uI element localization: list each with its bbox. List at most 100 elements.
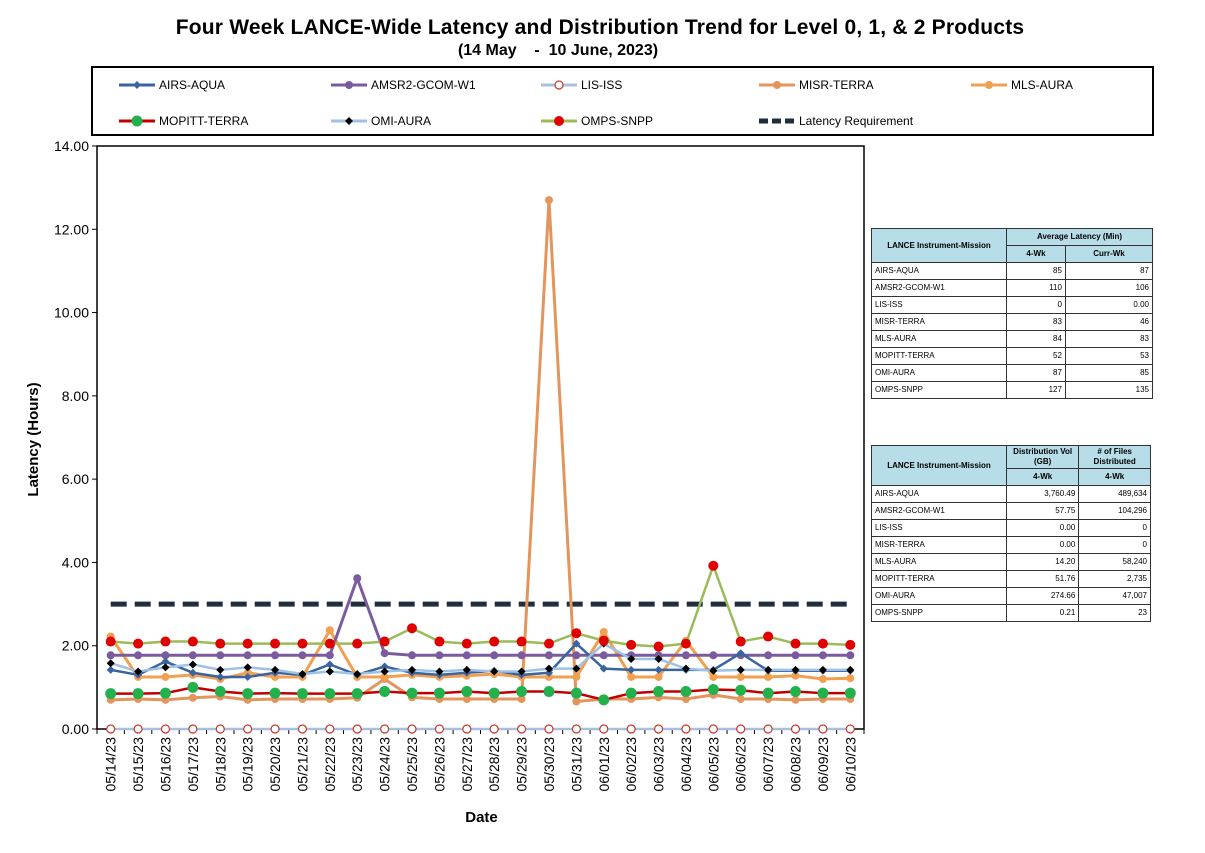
data-point: [736, 665, 745, 674]
latency-table-cell-wk4: 84: [1006, 330, 1066, 348]
dist-table-cell-mission: MLS-AURA: [871, 553, 1007, 571]
latency-table-row: AIRS-AQUA 85 87: [871, 262, 1154, 280]
data-point: [243, 668, 252, 677]
y-tick-label: 10.00: [54, 305, 89, 321]
data-point: [653, 641, 664, 652]
y-tick-label: 0.00: [62, 721, 89, 737]
data-point: [681, 664, 690, 673]
data-point: [763, 724, 773, 734]
latency-table-cell-curr: 135: [1064, 381, 1154, 399]
x-tick-label: 06/04/23: [678, 737, 694, 792]
data-point: [188, 660, 197, 669]
data-point: [407, 623, 418, 634]
legend-marker: [345, 117, 353, 125]
legend-item-latency-requirement: Latency Requirement: [757, 112, 913, 130]
x-tick-label: 05/14/23: [103, 737, 119, 792]
data-point: [598, 694, 610, 706]
data-point: [160, 636, 171, 647]
dist-table-row: MOPITT-TERRA 51.76 2,735: [871, 570, 1151, 588]
data-point: [570, 687, 582, 699]
x-tick-label: 06/06/23: [733, 737, 749, 792]
data-point: [846, 665, 855, 674]
legend-marker: [773, 81, 781, 89]
legend-label: Latency Requirement: [799, 114, 914, 128]
latency-table-cell-wk4: 52: [1006, 347, 1066, 365]
data-point: [462, 724, 472, 734]
legend-item-omps-snpp: OMPS-SNPP: [539, 112, 653, 130]
x-tick-label: 05/23/23: [349, 737, 365, 792]
dist-table-row: AMSR2-GCOM-W1 57.75 104,296: [871, 502, 1151, 520]
data-point: [627, 665, 636, 674]
data-point: [791, 695, 800, 704]
latency-table-4wk-header: 4-Wk: [1006, 245, 1066, 263]
x-tick-label: 06/02/23: [623, 737, 639, 792]
data-point: [160, 724, 171, 734]
data-point: [626, 724, 636, 734]
latency-table-mission-header: LANCE Instrument-Mission: [871, 228, 1007, 263]
data-point: [680, 686, 692, 698]
data-point: [106, 651, 115, 660]
data-point: [791, 665, 800, 674]
dist-table-cell-files: 0: [1078, 519, 1151, 537]
data-point: [736, 724, 746, 734]
data-point: [161, 651, 170, 660]
data-point: [353, 574, 362, 583]
data-point: [654, 672, 663, 681]
data-point: [380, 649, 389, 658]
data-point: [654, 655, 663, 664]
data-point: [298, 651, 307, 660]
data-point: [653, 686, 665, 698]
x-tick-label: 06/10/23: [842, 737, 858, 792]
x-tick-label: 05/22/23: [322, 737, 338, 792]
data-point: [599, 651, 608, 660]
data-point: [134, 651, 143, 660]
latency-table-cell-wk4: 85: [1006, 262, 1066, 280]
data-point: [764, 665, 773, 674]
data-point: [571, 628, 582, 639]
data-point: [216, 665, 225, 674]
data-point: [818, 724, 828, 734]
data-point: [763, 631, 774, 642]
data-point: [599, 627, 608, 636]
legend-swatch: [331, 117, 367, 125]
latency-table-cell-curr: 0.00: [1064, 296, 1154, 314]
dist-table-cell-vol: 3,760.49: [1005, 485, 1080, 503]
legend-swatch: [119, 115, 155, 127]
data-point: [544, 196, 553, 205]
y-tick-label: 8.00: [62, 388, 89, 404]
legend-swatch: [541, 116, 577, 126]
legend-label: AMSR2-GCOM-W1: [371, 78, 476, 92]
legend-label: MISR-TERRA: [799, 78, 874, 92]
data-point: [243, 724, 253, 734]
data-point: [407, 724, 417, 734]
data-point: [791, 651, 800, 660]
legend-swatch: [541, 80, 577, 90]
dist-table-cell-vol: 14.20: [1005, 553, 1080, 571]
legend-marker: [133, 81, 141, 89]
data-point: [517, 667, 526, 676]
dist-table-mission-header: LANCE Instrument-Mission: [871, 445, 1007, 486]
dist-table-vol-header: Distribution Vol (GB): [1005, 445, 1080, 469]
data-point: [434, 636, 445, 647]
latency-table-cell-wk4: 83: [1006, 313, 1066, 331]
dist-table-cell-files: 489,634: [1078, 485, 1151, 503]
dist-table-cell-mission: AIRS-AQUA: [871, 485, 1007, 503]
latency-table-row: MOPITT-TERRA 52 53: [871, 347, 1154, 365]
legend-item-omi-aura: OMI-AURA: [329, 112, 431, 130]
latency-table-cell-curr: 83: [1064, 330, 1154, 348]
data-point: [406, 687, 418, 699]
data-point: [817, 638, 828, 649]
dist-table-cell-vol: 0.21: [1005, 604, 1080, 622]
data-point: [572, 697, 581, 706]
legend-marker: [554, 116, 564, 126]
x-tick-label: 05/25/23: [404, 737, 420, 792]
data-point: [681, 651, 690, 660]
latency-table-cell-mission: LIS-ISS: [871, 296, 1007, 314]
dist-table-cell-vol: 0.00: [1005, 536, 1080, 554]
data-point: [627, 672, 636, 681]
data-point: [161, 657, 170, 666]
data-point: [490, 667, 499, 676]
y-tick-label: 4.00: [62, 554, 89, 570]
data-point: [571, 724, 581, 734]
x-tick-label: 05/26/23: [431, 737, 447, 792]
